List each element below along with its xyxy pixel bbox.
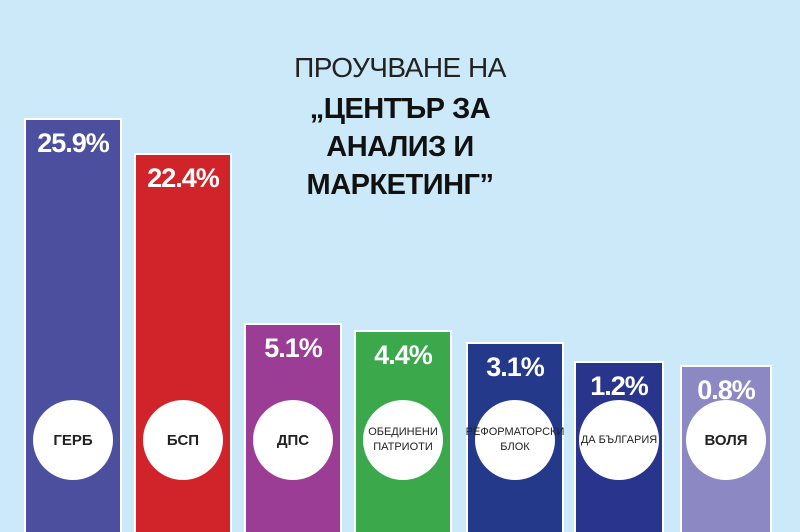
chart-subtitle: „ЦЕНТЪР ЗА АНАЛИЗ И МАРКЕТИНГ” [306,93,494,201]
category-label: РЕФОРМАТОРСКИ БЛОК [466,400,564,480]
category-label: ГЕРБ [33,400,113,480]
category-label: ДПС [253,400,333,480]
value-label: 22.4% [147,162,220,193]
value-label: 25.9% [37,128,110,159]
category-label: ОБЕДИНЕНИ ПАТРИОТИ [363,400,443,480]
value-label: 3.1% [486,352,545,383]
category-label: БСП [143,400,223,480]
value-label: 1.2% [590,371,649,402]
value-label: 5.1% [264,332,323,363]
value-label: 4.4% [374,339,433,370]
category-label: ДА БЪЛГАРИЯ [579,400,659,480]
category-label: ВОЛЯ [686,400,766,480]
chart-title: ПРОУЧВАНЕ НА [294,52,506,83]
